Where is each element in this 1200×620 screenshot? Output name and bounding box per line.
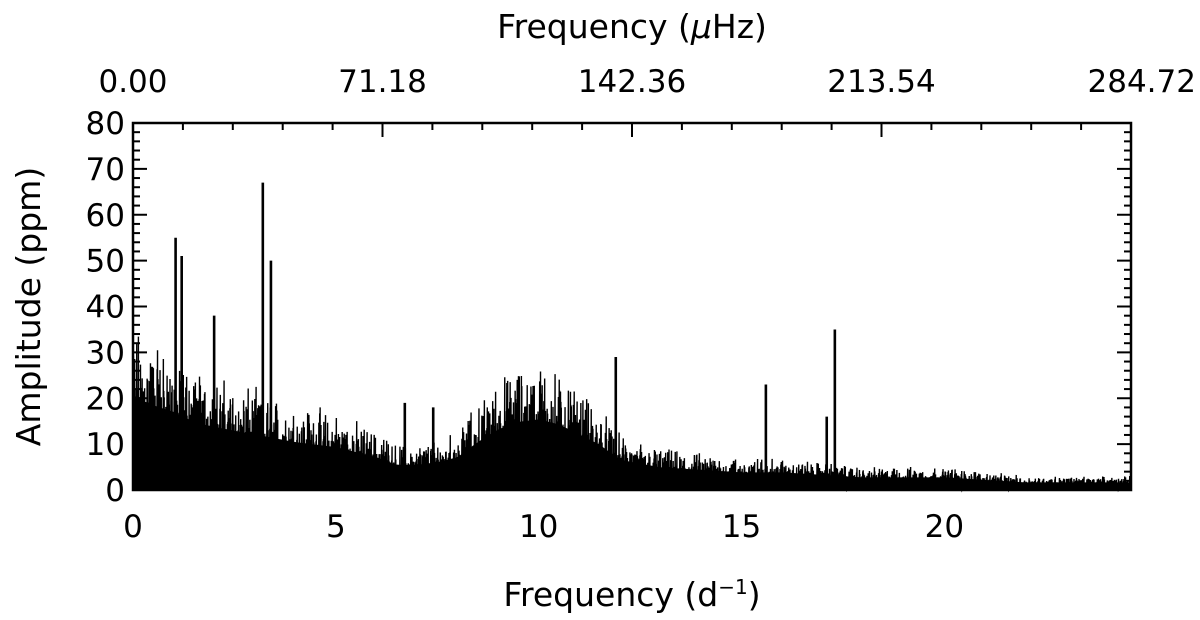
y-tick-label: 0 <box>105 473 125 509</box>
data-layer <box>132 182 1132 493</box>
y-tick-label: 30 <box>86 335 125 371</box>
x-tick-label: 20 <box>925 509 964 545</box>
x-tick-label: 10 <box>519 509 558 545</box>
y-tick-label: 40 <box>86 290 125 326</box>
ticks-layer <box>132 122 1132 491</box>
top-x-tick-label: 284.72 <box>1088 64 1196 100</box>
y-tick-label: 80 <box>86 106 125 142</box>
y-axis-title: Amplitude (ppm) <box>9 167 48 446</box>
top-x-tick-label: 213.54 <box>827 64 935 100</box>
y-tick-label: 50 <box>86 244 125 280</box>
x-tick-label: 15 <box>722 509 761 545</box>
y-tick-label: 70 <box>86 152 125 188</box>
spectrum-base <box>133 399 1131 490</box>
top-x-tick-label: 142.36 <box>578 64 686 100</box>
top-x-tick-label: 71.18 <box>338 64 427 100</box>
bottom-axis-title: Frequency (d−1) <box>503 575 760 614</box>
top-axis-title: Frequency (μHz) <box>497 7 767 46</box>
x-tick-label: 5 <box>326 509 346 545</box>
top-x-tick-label: 0.00 <box>98 64 167 100</box>
y-tick-label: 20 <box>86 381 125 417</box>
x-tick-label: 0 <box>123 509 143 545</box>
y-tick-label: 60 <box>86 198 125 234</box>
y-tick-label: 10 <box>86 427 125 463</box>
